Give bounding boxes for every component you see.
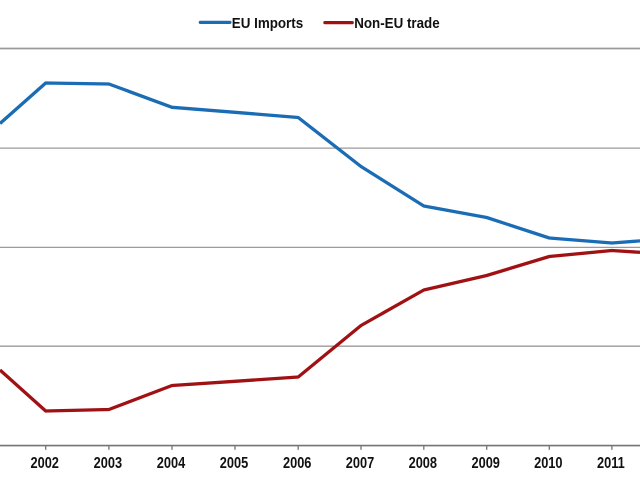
svg-text:2008: 2008 [409, 455, 437, 473]
svg-text:2006: 2006 [283, 455, 311, 473]
svg-text:Non-EU trade: Non-EU trade [354, 14, 440, 31]
svg-text:EU Imports: EU Imports [232, 14, 304, 31]
svg-text:2005: 2005 [220, 455, 248, 473]
svg-text:2004: 2004 [157, 455, 185, 473]
svg-text:2007: 2007 [346, 455, 374, 473]
svg-text:2010: 2010 [534, 455, 562, 473]
svg-text:2011: 2011 [597, 455, 625, 473]
svg-text:2002: 2002 [30, 455, 58, 473]
svg-text:2003: 2003 [94, 455, 122, 473]
svg-text:2009: 2009 [471, 455, 499, 473]
